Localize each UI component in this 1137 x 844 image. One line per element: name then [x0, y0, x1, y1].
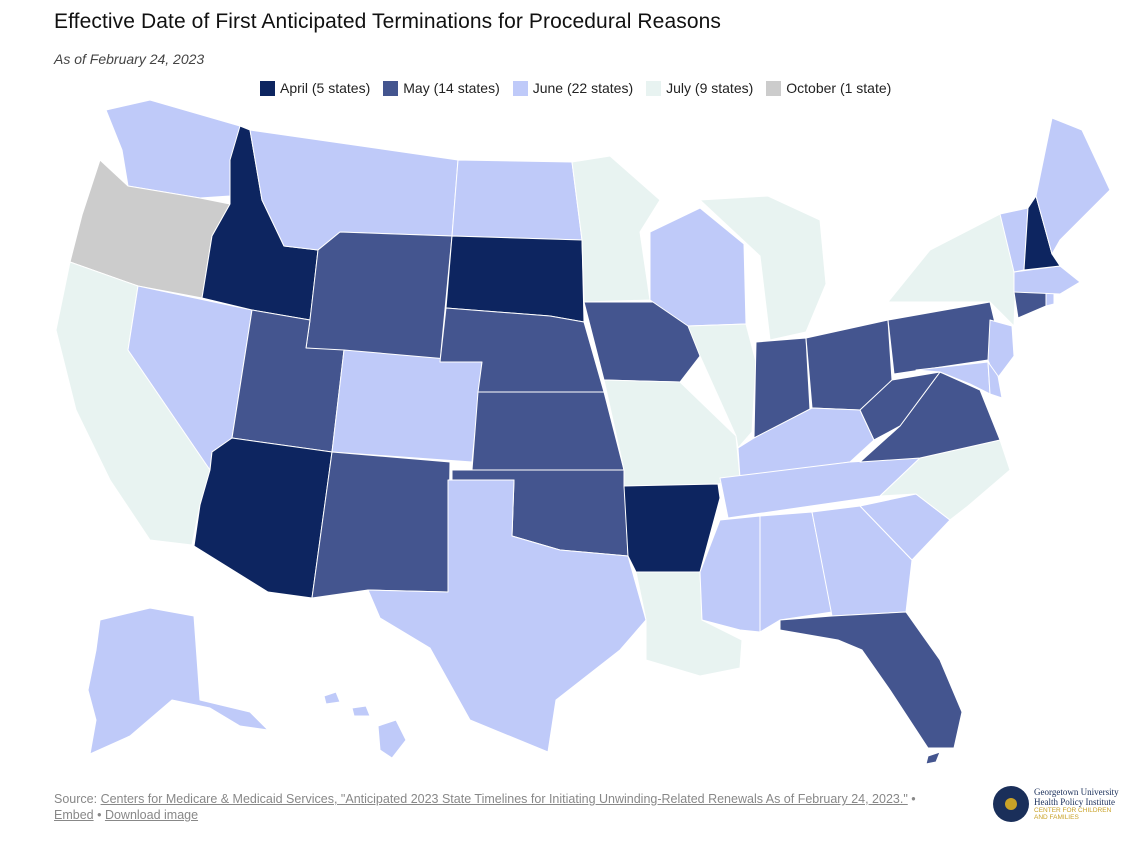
state-WA[interactable] — [105, 99, 241, 199]
logo-text: Georgetown University Health Policy Inst… — [1034, 787, 1119, 821]
legend-label-june: June (22 states) — [532, 80, 634, 96]
state-FL-keys[interactable] — [925, 751, 941, 765]
footer: Source: Centers for Medicare & Medicaid … — [54, 791, 984, 823]
state-FL[interactable] — [779, 611, 963, 749]
state-MI[interactable] — [699, 195, 827, 341]
source-prefix: Source: — [54, 792, 101, 806]
logo-emblem-icon — [993, 786, 1029, 822]
legend-swatch-july — [646, 80, 662, 96]
state-AK[interactable] — [87, 607, 269, 755]
download-image-link[interactable]: Download image — [104, 808, 199, 822]
legend-label-april: April (5 states) — [280, 80, 371, 96]
chart-title: Effective Date of First Anticipated Term… — [54, 10, 721, 33]
state-WY[interactable] — [305, 231, 453, 363]
legend-label-october: October (1 state) — [786, 80, 892, 96]
embed-link[interactable]: Embed — [54, 808, 94, 822]
state-CT[interactable] — [1013, 289, 1047, 319]
state-GA[interactable] — [811, 505, 913, 617]
legend-swatch-june — [512, 80, 528, 96]
state-AL[interactable] — [759, 511, 833, 633]
chart-subtitle: As of February 24, 2023 — [54, 51, 205, 67]
logo-line-2: Health Policy Institute — [1034, 797, 1115, 807]
footer-separator-1: • — [907, 792, 916, 806]
state-IL[interactable] — [687, 323, 757, 449]
legend-item-april[interactable]: April (5 states) — [260, 80, 370, 96]
us-state-map — [55, 99, 1111, 765]
logo-line-3: CENTER FOR CHILDREN — [1034, 807, 1112, 814]
legend-label-july: July (9 states) — [666, 80, 754, 96]
state-TX[interactable] — [367, 479, 647, 753]
footer-separator-2: • — [93, 808, 105, 822]
state-NJ[interactable] — [987, 319, 1015, 381]
state-HI-3[interactable] — [351, 705, 371, 717]
legend-label-may: May (14 states) — [403, 80, 500, 96]
legend-swatch-october — [766, 80, 782, 96]
logo-line-1: Georgetown University — [1034, 787, 1119, 797]
state-ND[interactable] — [451, 159, 583, 241]
state-NM[interactable] — [311, 451, 451, 599]
state-KS[interactable] — [471, 391, 625, 471]
state-HI[interactable] — [377, 719, 407, 759]
legend-item-june[interactable]: June (22 states) — [512, 80, 634, 96]
source-link[interactable]: Centers for Medicare & Medicaid Services… — [100, 792, 908, 806]
state-DE[interactable] — [987, 361, 1003, 399]
legend-swatch-may — [383, 80, 399, 96]
georgetown-logo[interactable]: Georgetown University Health Policy Inst… — [993, 786, 1119, 822]
state-MD[interactable] — [915, 361, 991, 395]
state-CO[interactable] — [331, 349, 483, 463]
legend-item-may[interactable]: May (14 states) — [383, 80, 500, 96]
legend-swatch-april — [260, 80, 275, 96]
state-AZ[interactable] — [193, 437, 333, 599]
state-ME[interactable] — [1035, 117, 1111, 255]
legend: April (5 states) May (14 states) June (2… — [260, 80, 891, 96]
legend-item-october[interactable]: October (1 state) — [766, 80, 891, 96]
state-MN[interactable] — [571, 155, 661, 303]
state-HI-2[interactable] — [323, 691, 341, 705]
logo-line-4: AND FAMILIES — [1034, 814, 1079, 821]
legend-item-july[interactable]: July (9 states) — [646, 80, 753, 96]
